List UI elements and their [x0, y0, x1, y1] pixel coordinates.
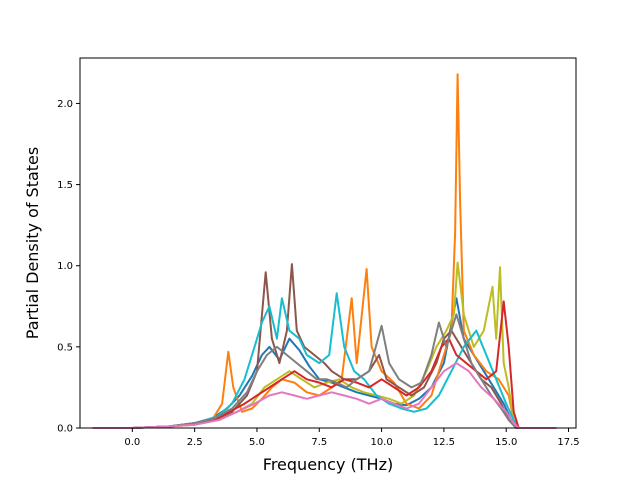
y-tick-label: 0.0 — [57, 424, 73, 435]
y-tick-label: 0.5 — [57, 342, 73, 353]
x-tick-label: 0.0 — [124, 437, 140, 448]
x-axis: 0.0 2.5 5.0 7.5 10.0 12.5 15.0 17.5 — [124, 428, 580, 448]
y-tick-label: 1.0 — [57, 261, 73, 272]
series-line-8 — [92, 362, 557, 429]
series-layer — [92, 73, 557, 429]
x-tick-label: 15.0 — [495, 437, 517, 448]
plot-frame — [79, 57, 577, 429]
y-tick-label: 2.0 — [57, 99, 73, 110]
series-line-6 — [92, 300, 557, 429]
x-tick-label: 12.5 — [433, 437, 455, 448]
x-tick-label: 2.5 — [187, 437, 203, 448]
y-axis: 0.0 0.5 1.0 1.5 2.0 — [57, 99, 80, 435]
series-line-5 — [92, 292, 557, 429]
x-tick-label: 10.0 — [370, 437, 392, 448]
x-axis-label: Frequency (THz) — [263, 455, 393, 474]
y-tick-label: 1.5 — [57, 180, 73, 191]
y-axis-label: Partial Density of States — [23, 147, 42, 339]
series-line-2 — [92, 73, 557, 429]
x-tick-label: 5.0 — [249, 437, 265, 448]
x-tick-label: 7.5 — [311, 437, 327, 448]
x-tick-label: 17.5 — [557, 437, 579, 448]
series-line-7 — [92, 313, 557, 429]
